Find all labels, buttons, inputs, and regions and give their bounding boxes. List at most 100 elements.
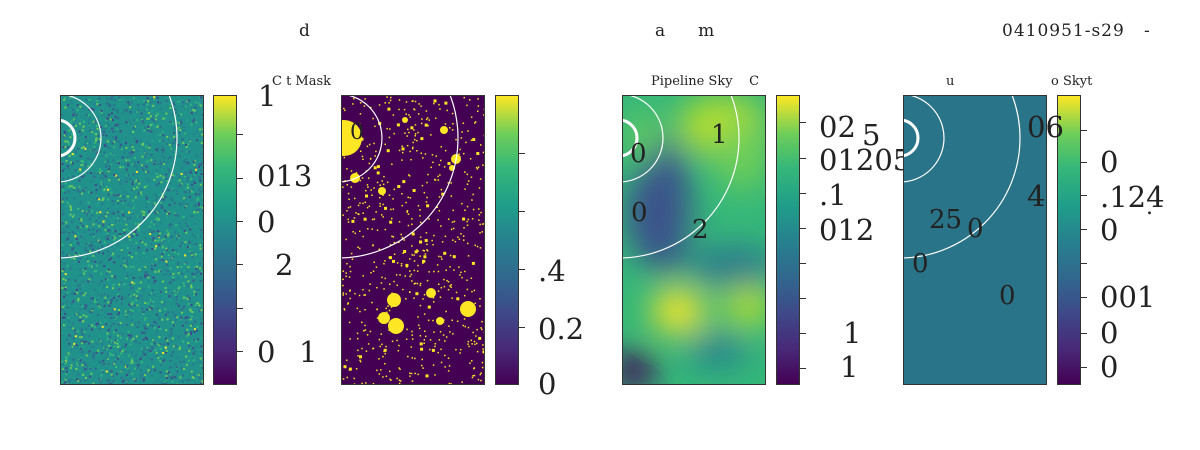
mask-speck <box>438 210 441 212</box>
noise-pixel <box>103 347 105 349</box>
noise-pixel <box>202 167 203 170</box>
noise-pixel <box>111 254 114 257</box>
noise-pixel <box>61 308 64 311</box>
noise-pixel <box>112 194 115 197</box>
noise-pixel <box>163 237 166 240</box>
noise-pixel <box>162 176 165 179</box>
noise-pixel <box>141 298 144 301</box>
noise-pixel <box>126 367 129 370</box>
mask-speck <box>426 279 429 282</box>
noise-pixel <box>158 102 161 105</box>
noise-pixel <box>157 260 160 263</box>
mask-speck <box>426 181 428 184</box>
mask-speck <box>354 292 356 295</box>
noise-pixel <box>132 301 135 304</box>
mask-speck <box>409 116 411 118</box>
noise-pixel <box>189 150 191 153</box>
noise-pixel <box>76 97 79 100</box>
colorbar-3-label: 01205 <box>819 143 912 177</box>
noise-pixel <box>139 316 142 319</box>
noise-pixel <box>77 379 80 382</box>
panel-4-colorbar <box>1057 95 1081 385</box>
noise-pixel <box>91 248 94 251</box>
noise-pixel <box>165 349 168 352</box>
mask-speck <box>389 370 391 373</box>
noise-pixel <box>154 343 157 346</box>
noise-pixel <box>130 101 133 104</box>
mask-speck <box>452 333 454 335</box>
noise-pixel <box>152 236 155 239</box>
noise-pixel <box>114 230 117 233</box>
noise-pixel <box>158 316 161 319</box>
noise-pixel <box>174 257 177 260</box>
noise-pixel <box>131 204 134 207</box>
noise-pixel <box>128 252 131 255</box>
mask-speck <box>390 208 392 211</box>
noise-pixel <box>161 154 164 157</box>
noise-pixel <box>84 237 86 240</box>
noise-pixel <box>200 345 203 348</box>
noise-pixel <box>79 226 82 229</box>
noise-pixel <box>62 303 65 305</box>
noise-pixel <box>145 205 148 208</box>
noise-pixel <box>74 124 77 127</box>
mask-speck <box>479 232 481 234</box>
noise-pixel <box>78 222 81 225</box>
noise-pixel <box>107 268 110 271</box>
noise-pixel <box>112 323 115 326</box>
noise-pixel <box>145 271 148 274</box>
noise-pixel <box>125 365 128 368</box>
noise-pixel <box>175 190 178 193</box>
noise-pixel <box>116 109 119 112</box>
noise-pixel <box>90 149 93 152</box>
noise-pixel <box>155 355 158 358</box>
colorbar-4-label: 0 <box>1100 316 1119 350</box>
mask-speck <box>346 168 348 170</box>
mask-speck <box>351 219 355 223</box>
noise-pixel <box>168 376 171 379</box>
noise-pixel <box>145 141 148 144</box>
noise-pixel <box>126 217 129 220</box>
noise-pixel <box>148 225 151 228</box>
noise-pixel <box>202 366 203 369</box>
noise-pixel <box>96 183 99 186</box>
noise-pixel <box>87 366 90 369</box>
noise-pixel <box>157 325 160 328</box>
mask-speck <box>411 357 413 359</box>
noise-pixel <box>116 176 119 179</box>
noise-pixel <box>64 106 67 109</box>
noise-pixel <box>165 97 168 100</box>
noise-pixel <box>115 365 117 368</box>
noise-pixel <box>179 183 182 186</box>
noise-pixel <box>129 230 132 233</box>
noise-pixel <box>146 249 149 252</box>
mask-speck <box>423 339 426 341</box>
noise-pixel <box>102 216 105 219</box>
mask-speck <box>426 117 429 119</box>
noise-pixel <box>116 339 119 342</box>
noise-pixel <box>201 257 203 260</box>
noise-pixel <box>194 242 197 245</box>
noise-pixel <box>85 340 88 343</box>
panel-4-svg <box>904 96 1046 384</box>
noise-pixel <box>194 288 197 291</box>
noise-pixel <box>182 340 185 343</box>
noise-pixel <box>103 348 106 351</box>
mask-speck <box>471 290 473 293</box>
noise-pixel <box>97 349 100 352</box>
noise-pixel <box>125 207 128 209</box>
noise-pixel <box>92 233 95 236</box>
noise-pixel <box>199 361 202 364</box>
noise-pixel <box>160 381 163 384</box>
noise-pixel <box>202 239 203 242</box>
noise-pixel <box>101 130 104 133</box>
noise-pixel <box>177 234 180 237</box>
noise-pixel <box>158 318 161 321</box>
noise-pixel <box>192 187 195 190</box>
noise-pixel <box>86 365 89 368</box>
mask-speck <box>484 198 485 200</box>
noise-pixel <box>103 292 106 295</box>
noise-pixel <box>77 244 80 247</box>
noise-pixel <box>61 334 64 337</box>
noise-pixel <box>119 145 122 148</box>
